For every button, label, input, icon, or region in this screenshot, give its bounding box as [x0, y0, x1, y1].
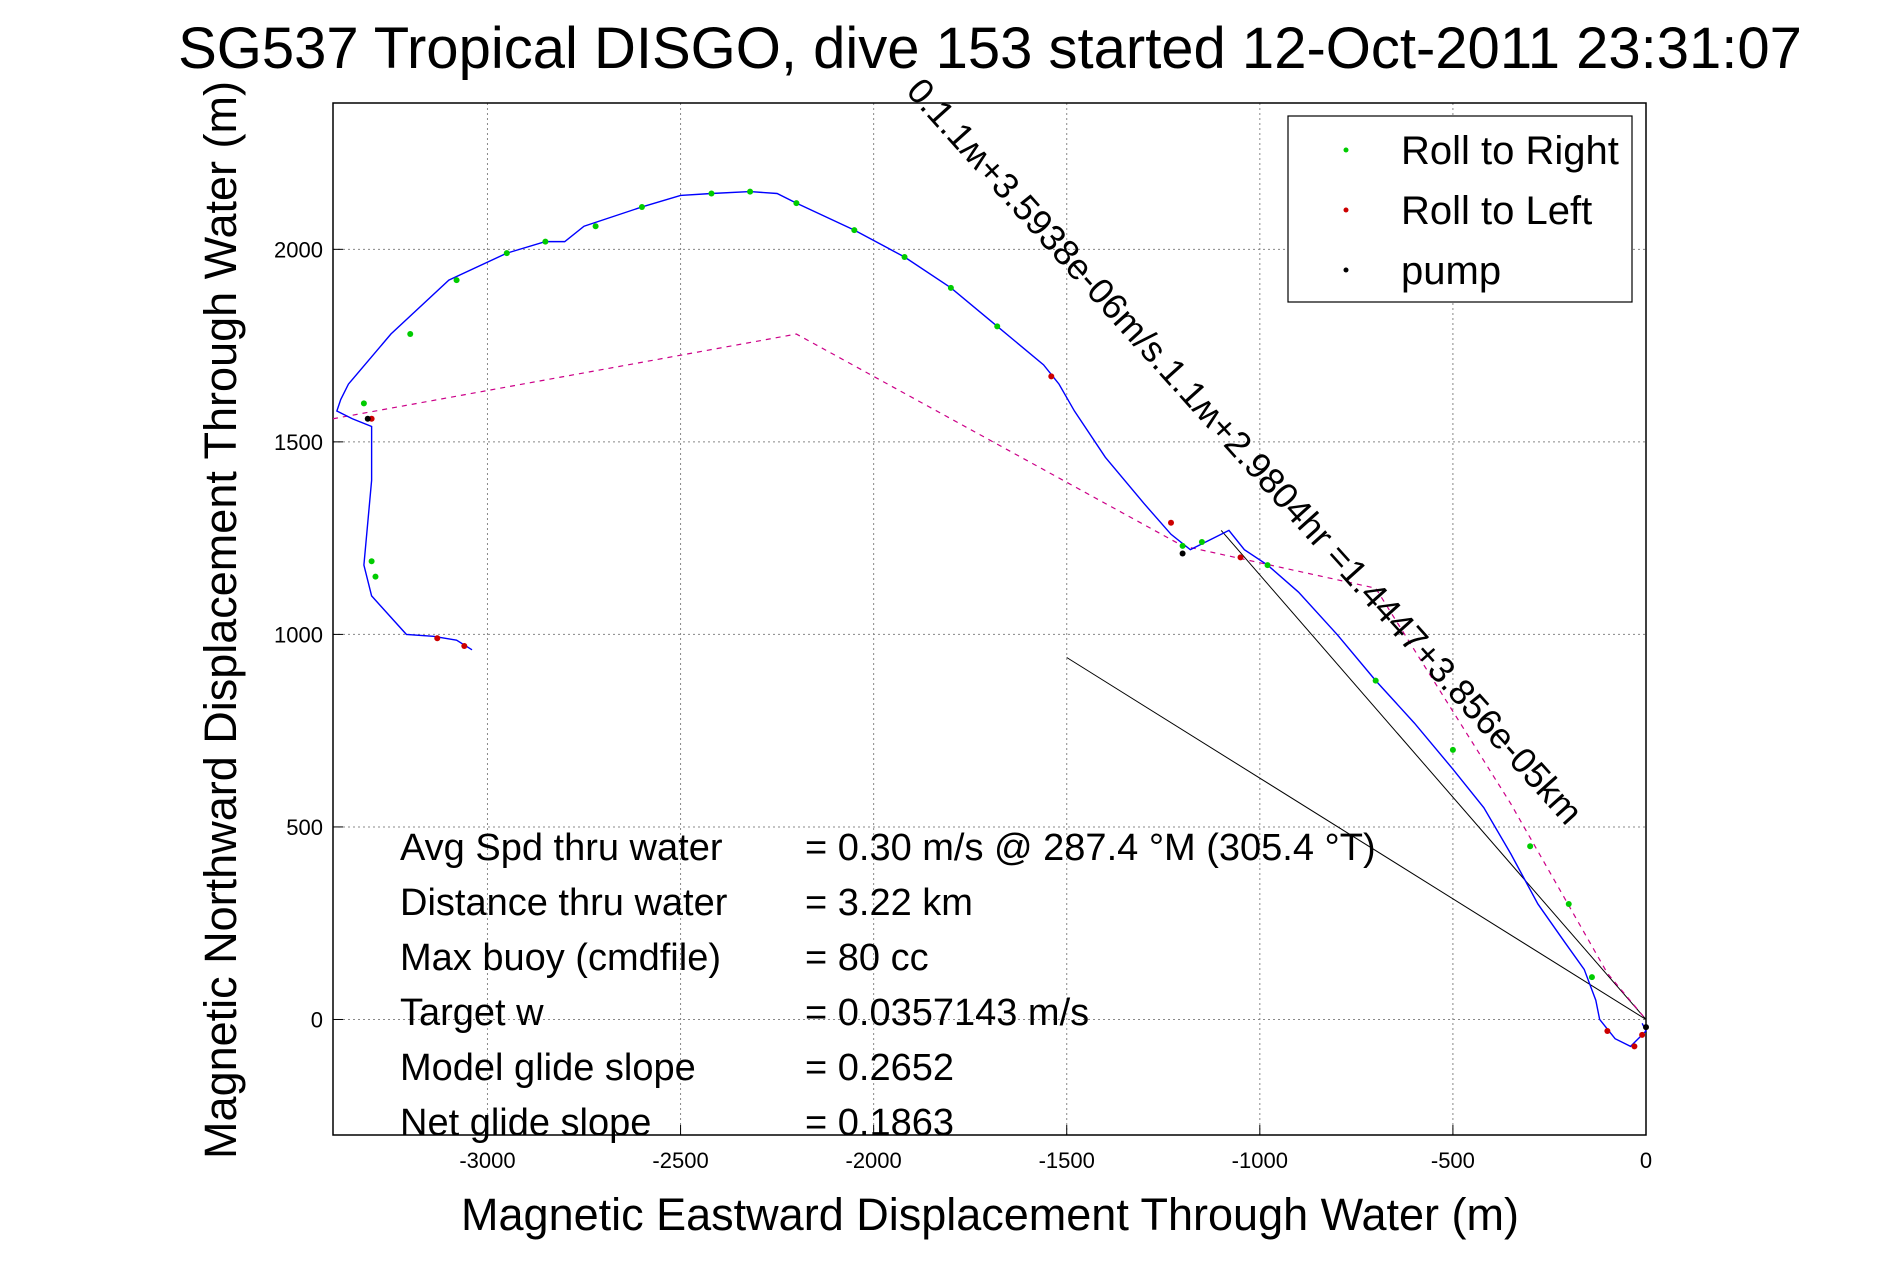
- track-marker: [1237, 554, 1244, 561]
- track-marker: [453, 277, 460, 284]
- track-marker: [1264, 562, 1271, 569]
- y-tick-label: 2000: [274, 237, 323, 262]
- track-marker: [1198, 538, 1205, 545]
- track-marker: [638, 203, 645, 210]
- legend-marker: [1343, 267, 1349, 273]
- annotation-value: = 0.30 m/s @ 287.4 °M (305.4 °T): [805, 827, 1376, 869]
- legend-marker: [1343, 207, 1349, 213]
- track-marker: [360, 400, 367, 407]
- track-marker: [372, 573, 379, 580]
- track-marker: [503, 250, 510, 257]
- track-marker: [368, 558, 375, 565]
- track-marker: [1449, 746, 1456, 753]
- annotation-label: Distance thru water: [400, 882, 728, 924]
- annotation-block: Avg Spd thru water = 0.30 m/s @ 287.4 °M …: [400, 827, 1376, 1144]
- legend-label: Roll to Right: [1401, 129, 1619, 173]
- x-tick-label: -3000: [459, 1148, 515, 1173]
- y-tick-label: 1000: [274, 622, 323, 647]
- track-marker: [1631, 1043, 1638, 1050]
- annotation-value: = 80 cc: [805, 937, 929, 979]
- track-marker: [434, 635, 441, 642]
- origin-line: [1066, 657, 1647, 1020]
- annotation-value: = 0.1863: [805, 1102, 954, 1144]
- y-tick-label: 0: [311, 1007, 323, 1032]
- annotation-label: Max buoy (cmdfile): [400, 937, 721, 979]
- track-marker: [1527, 843, 1534, 850]
- reference-line: [332, 333, 1647, 1020]
- annotation-label: Model glide slope: [400, 1047, 696, 1089]
- x-tick-label: -2500: [652, 1148, 708, 1173]
- track-marker: [407, 331, 414, 338]
- track-marker: [1565, 900, 1572, 907]
- track-markers: [360, 188, 1649, 1050]
- track-marker: [793, 200, 800, 207]
- track-marker: [461, 642, 468, 649]
- track-marker: [364, 415, 371, 422]
- track-marker: [1179, 542, 1186, 549]
- origin-line: [1220, 530, 1647, 1020]
- track-marker: [708, 190, 715, 197]
- x-tick-label: -2000: [846, 1148, 902, 1173]
- annotation-value: = 0.2652: [805, 1047, 954, 1089]
- track-marker: [1604, 1028, 1611, 1035]
- plot-area: [332, 102, 1647, 1136]
- legend-label: Roll to Left: [1401, 189, 1592, 233]
- track-marker: [851, 227, 858, 234]
- y-tick-label: 1500: [274, 430, 323, 455]
- annotation-label: Target w: [400, 992, 544, 1034]
- annotation-value: = 0.0357143 m/s: [805, 992, 1089, 1034]
- y-axis-label: Magnetic Northward Displacement Through …: [195, 81, 246, 1159]
- y-tick-label: 500: [286, 815, 323, 840]
- legend-label: pump: [1401, 249, 1501, 293]
- y-axis-ticks: 0 500 1000 1500 2000: [274, 237, 343, 1032]
- track-marker: [1168, 519, 1175, 526]
- x-tick-label: -1500: [1039, 1148, 1095, 1173]
- track-marker: [1048, 373, 1055, 380]
- chart-title: SG537 Tropical DISGO, dive 153 started 1…: [178, 16, 1802, 81]
- x-tick-label: -1000: [1232, 1148, 1288, 1173]
- track-marker: [947, 284, 954, 291]
- track-marker: [901, 254, 908, 261]
- track-marker: [1372, 677, 1379, 684]
- legend-marker: [1343, 147, 1349, 153]
- track-marker: [747, 188, 754, 195]
- origin-lines: [1066, 530, 1647, 1020]
- track-marker: [994, 323, 1001, 330]
- annotation-value: = 3.22 km: [805, 882, 973, 924]
- x-axis-label: Magnetic Eastward Displacement Through W…: [461, 1189, 1519, 1240]
- x-axis-ticks: -3000 -2500 -2000 -1500 -1000 -500 0: [459, 1125, 1652, 1173]
- track-marker: [1639, 1031, 1646, 1038]
- track-marker: [592, 223, 599, 230]
- annotation-label: Avg Spd thru water: [400, 827, 723, 869]
- track-marker: [542, 238, 549, 245]
- track-marker: [1179, 550, 1186, 557]
- track-marker: [1643, 1024, 1649, 1031]
- annotation-label: Net glide slope: [400, 1102, 651, 1144]
- track-marker: [1588, 974, 1595, 981]
- x-tick-label: 0: [1640, 1148, 1652, 1173]
- x-tick-label: -500: [1431, 1148, 1475, 1173]
- legend: Roll to Right Roll to Left pump: [1287, 115, 1633, 303]
